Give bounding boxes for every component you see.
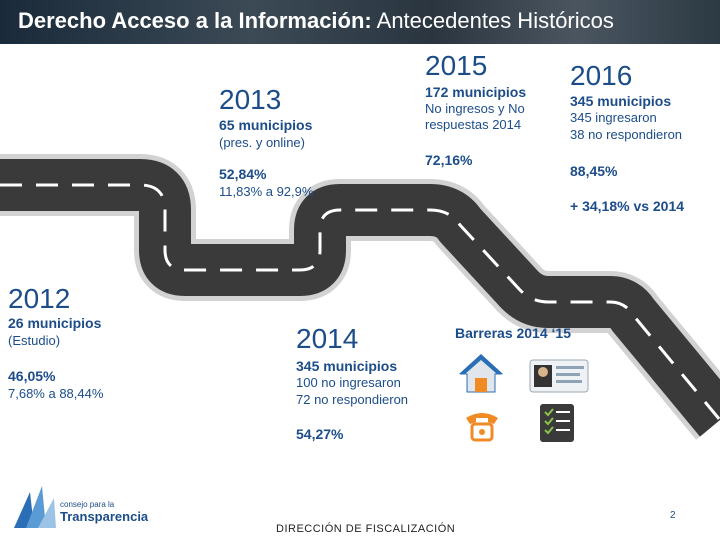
page-title-rest: Antecedentes Históricos <box>371 8 614 33</box>
municipios-2013: 65 municipios <box>219 117 313 133</box>
footer-text: DIRECCIÓN DE FISCALIZACIÓN <box>276 523 456 535</box>
note1-2015: No ingresos y No <box>425 101 525 116</box>
year-2014: 2014 <box>296 323 359 354</box>
note-2013: (pres. y online) <box>219 135 305 150</box>
pct-2015: 72,16% <box>425 152 473 168</box>
logo-line2: Transparencia <box>60 509 149 524</box>
municipios-2014: 345 municipios <box>296 358 398 374</box>
note1-2016: 345 ingresaron <box>570 110 657 125</box>
note2-2014: 72 no respondieron <box>296 392 409 407</box>
checklist-icon <box>540 404 574 442</box>
page-title-bold: Derecho Acceso a la Información: <box>18 8 372 33</box>
page-title: Derecho Acceso a la Información: Anteced… <box>18 8 614 34</box>
delta-2016: + 34,18% vs 2014 <box>570 198 685 214</box>
year-2012: 2012 <box>8 283 71 314</box>
road-illustration <box>0 154 720 440</box>
note2-2016: 38 no respondieron <box>570 127 683 142</box>
range-2013: 11,83% a 92,9% <box>219 184 314 199</box>
logo-icon <box>14 486 56 528</box>
page-number: 2 <box>670 510 676 521</box>
municipios-2015: 172 municipios <box>425 84 527 100</box>
house-icon <box>459 354 503 393</box>
note1-2014: 100 no ingresaron <box>296 375 401 390</box>
range-2012: 7,68% a 88,44% <box>8 386 104 401</box>
municipios-2012: 26 municipios <box>8 315 102 331</box>
pct-2014: 54,27% <box>296 426 344 442</box>
id-card-icon <box>529 359 589 393</box>
barreras-label: Barreras 2014 ‘15 <box>455 325 571 341</box>
phone-icon <box>466 413 498 442</box>
pct-2012: 46,05% <box>8 368 56 384</box>
note-2012: (Estudio) <box>8 333 61 348</box>
year-2013: 2013 <box>219 84 282 115</box>
logo-line1: consejo para la <box>60 500 115 509</box>
pct-2016: 88,45% <box>570 163 618 179</box>
year-2016: 2016 <box>570 60 633 91</box>
pct-2013: 52,84% <box>219 166 267 182</box>
note2-2015: respuestas 2014 <box>425 117 522 132</box>
year-2015: 2015 <box>425 50 488 81</box>
title-banner: Derecho Acceso a la Información: Anteced… <box>0 0 720 44</box>
municipios-2016: 345 municipios <box>570 93 672 109</box>
